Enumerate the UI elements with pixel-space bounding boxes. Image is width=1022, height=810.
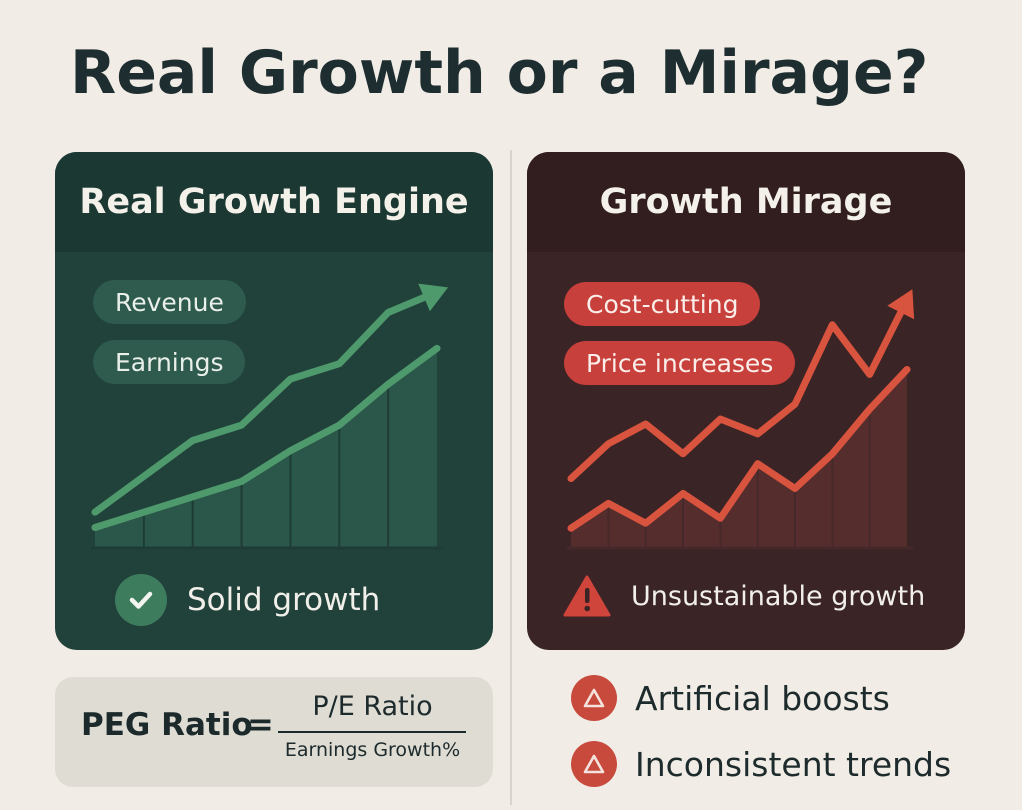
peg-numerator: P/E Ratio [312,691,433,722]
peg-equals: = [247,705,274,743]
tag-price-increases: Price increases [564,341,796,385]
peg-ratio-box: PEG Ratio = P/E Ratio Earnings Growth% [55,677,493,787]
tag-revenue: Revenue [93,280,246,324]
check-icon [115,574,167,626]
warning-artificial-boosts: Artificial boosts [571,675,890,721]
center-divider [510,150,512,805]
solid-growth-label: Solid growth [187,582,381,618]
series-line-cost-cutting [567,296,911,483]
warning-label: Artificial boosts [635,678,890,718]
peg-fraction-line [278,731,466,733]
tag-cost-cutting: Cost-cutting [564,282,761,326]
tag-earnings: Earnings [93,340,246,384]
triangle-icon [571,741,617,787]
series-line-revenue [91,288,441,516]
growth-mirage-header: Growth Mirage [527,152,965,252]
chart-area [95,348,437,548]
chart-area [571,369,907,548]
warning-inconsistent-trends: Inconsistent trends [571,741,951,787]
peg-denominator: Earnings Growth% [284,739,461,761]
arrowhead-icon [418,283,449,312]
real-growth-header: Real Growth Engine [55,152,493,252]
real-growth-card: Real Growth Engine Revenue Earnings Soli… [55,152,493,650]
peg-ratio-label: PEG Ratio [81,707,253,743]
series-line-earnings [91,344,441,532]
series-line-price-increases [567,365,911,532]
real-growth-chart [91,283,449,550]
growth-mirage-chart [567,289,915,550]
warning-triangle-icon [563,575,611,617]
triangle-icon [571,675,617,721]
unsustainable-label: Unsustainable growth [631,580,926,612]
solid-growth-status: Solid growth [115,574,380,626]
page-title: Real Growth or a Mirage? [70,38,929,108]
arrowhead-icon [887,289,915,320]
warning-label: Inconsistent trends [635,744,952,784]
growth-mirage-card: Growth Mirage Cost-cutting Price increas… [527,152,965,650]
unsustainable-status: Unsustainable growth [563,574,925,618]
